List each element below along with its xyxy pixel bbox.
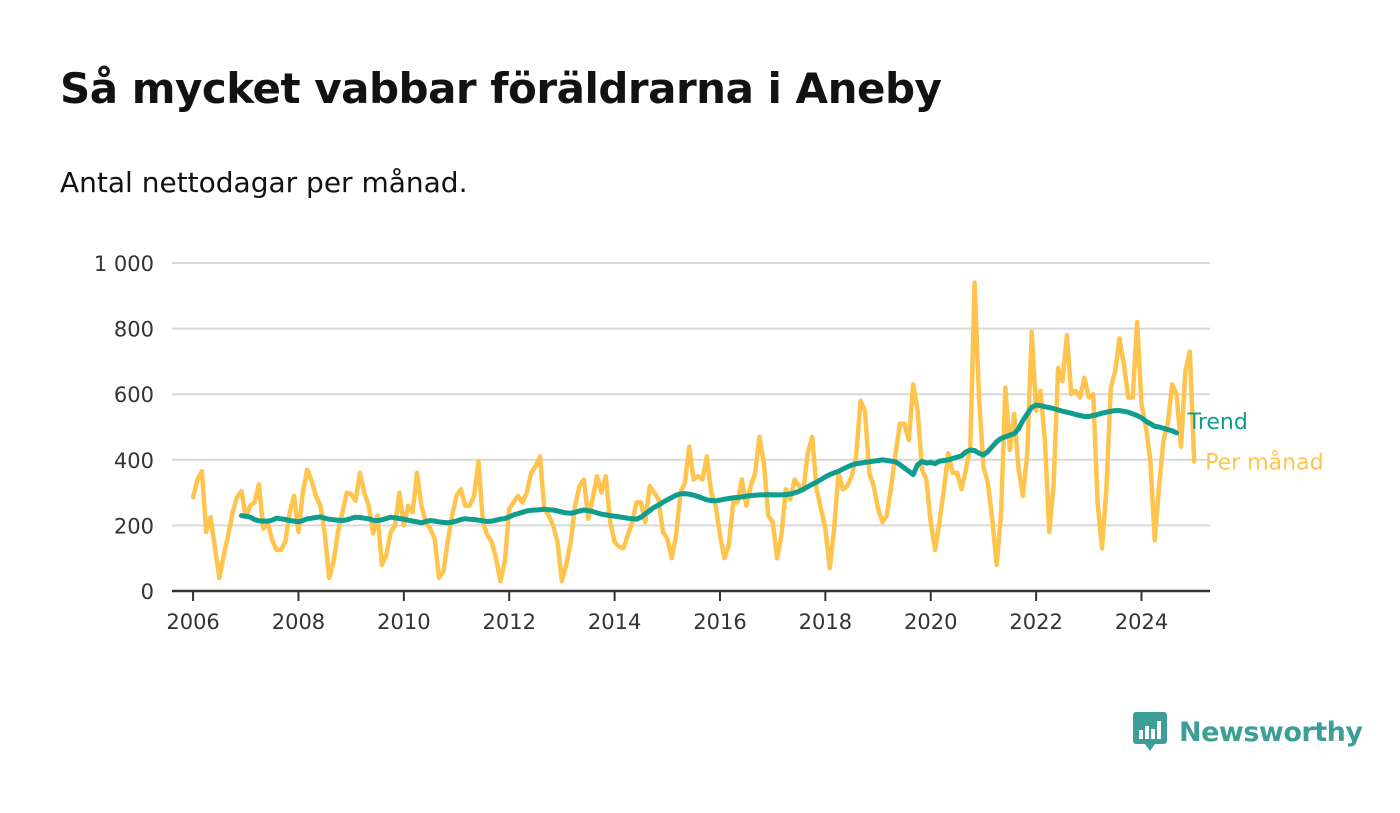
y-axis-ticks: 0 200 400 600 800 1 000: [94, 252, 154, 604]
y-tick-label: 0: [141, 580, 154, 604]
brand-name: Newsworthy: [1179, 716, 1363, 748]
bar-chart-icon: [1133, 712, 1167, 751]
series-label-per-manad: Per månad: [1205, 449, 1323, 475]
x-tick-label: 2022: [1009, 610, 1062, 634]
x-tick-label: 2014: [588, 610, 641, 634]
x-tick-label: 2006: [166, 610, 219, 634]
x-tick-label: 2016: [693, 610, 746, 634]
series-labels: Per månad Trend: [1187, 410, 1324, 476]
x-tick-label: 2018: [799, 610, 852, 634]
series-lines: [190, 280, 1197, 584]
x-tick-label: 2008: [272, 610, 325, 634]
x-tick-label: 2024: [1115, 610, 1168, 634]
y-tick-label: 600: [114, 383, 154, 407]
y-tick-label: 1 000: [94, 252, 154, 276]
series-label-trend: Trend: [1187, 410, 1248, 435]
y-tick-label: 400: [114, 449, 154, 473]
newsworthy-logo: Newsworthy: [1133, 712, 1363, 752]
chart-title: Så mycket vabbar föräldrarna i Aneby: [60, 64, 942, 113]
x-tick-label: 2020: [904, 610, 957, 634]
chart-subtitle: Antal nettodagar per månad.: [60, 166, 468, 199]
y-tick-label: 200: [114, 514, 154, 538]
series-line-trend: [238, 402, 1180, 526]
x-axis: 2006 2008 2010 2012 2014 2016 2018 2020 2022 2024: [166, 589, 1210, 634]
x-tick-label: 2010: [377, 610, 430, 634]
series-line-per-manad: [190, 280, 1197, 584]
y-tick-label: 800: [114, 318, 154, 342]
x-tick-label: 2012: [482, 610, 535, 634]
